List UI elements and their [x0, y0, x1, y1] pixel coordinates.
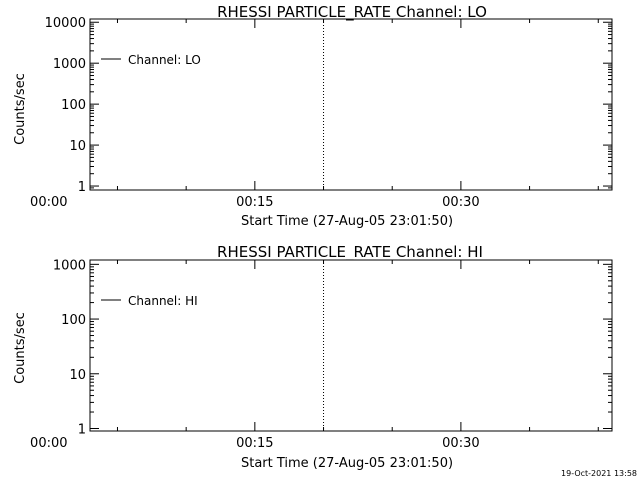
x-tick-label: 00:30 — [442, 195, 479, 210]
legend-label: Channel: HI — [128, 294, 198, 308]
y-tick-label: 10000 — [45, 16, 86, 31]
x-tick-label: 00:00 — [30, 436, 67, 451]
chart-title: RHESSI PARTICLE_RATE Channel: LO — [217, 3, 487, 22]
chart-title: RHESSI PARTICLE_RATE Channel: HI — [217, 243, 483, 262]
x-axis-label: Start Time (27-Aug-05 23:01:50) — [241, 214, 453, 229]
x-tick-label: 00:00 — [30, 195, 67, 210]
x-tick-label: 00:30 — [442, 436, 479, 451]
x-tick-label: 00:15 — [236, 195, 273, 210]
x-axis-label: Start Time (27-Aug-05 23:01:50) — [241, 456, 453, 471]
y-tick-label: 10 — [69, 368, 86, 383]
plot-frame — [89, 259, 613, 432]
y-axis-label: Counts/sec — [13, 312, 28, 384]
y-tick-label: 1 — [78, 180, 86, 195]
x-tick-label: 00:15 — [236, 436, 273, 451]
footer-timestamp: 19-Oct-2021 13:58 — [561, 469, 637, 478]
y-tick-label: 1000 — [53, 57, 86, 72]
legend-label: Channel: LO — [128, 53, 201, 67]
panel-lo-channel: RHESSI PARTICLE_RATE Channel: LO Start T… — [13, 3, 613, 229]
y-tick-label: 1 — [78, 422, 86, 437]
y-tick-label: 100 — [61, 313, 86, 328]
panel-hi-channel: RHESSI PARTICLE_RATE Channel: HI Start T… — [13, 243, 613, 471]
y-axis-label: Counts/sec — [13, 73, 28, 145]
y-tick-label: 100 — [61, 98, 86, 113]
y-tick-label: 1000 — [53, 258, 86, 273]
y-tick-label: 10 — [69, 139, 86, 154]
